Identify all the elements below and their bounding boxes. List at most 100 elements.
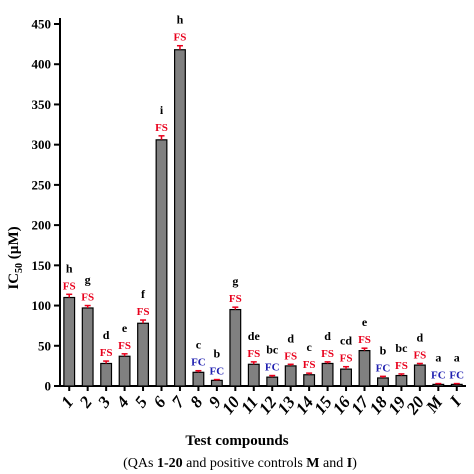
- bar-10: [229, 308, 242, 387]
- bar-I: [450, 383, 463, 387]
- bar-6: [155, 139, 168, 387]
- subtitle-and: and: [320, 456, 347, 471]
- letter-8: c: [196, 338, 202, 352]
- bar-9: [210, 379, 223, 387]
- subtitle-middle: and positive controls: [183, 456, 307, 471]
- annotation-M: FC: [431, 370, 446, 382]
- annotation-I: FC: [449, 370, 464, 382]
- x-tick-label-I: I: [445, 392, 466, 411]
- subtitle-open: (QAs: [123, 456, 157, 471]
- y-axis-title-unit: (µM): [6, 226, 22, 263]
- y-axis-title-sub: 50: [14, 263, 25, 273]
- annotation-17: FS: [358, 334, 371, 346]
- letter-7: h: [177, 13, 184, 27]
- annotation-16: FS: [340, 353, 353, 365]
- y-tick-label-8: 400: [32, 57, 52, 72]
- letter-1: h: [66, 261, 73, 275]
- bar-3: [100, 362, 113, 387]
- bar-5: [137, 322, 149, 387]
- bar-12: [266, 376, 279, 387]
- annotation-5: FS: [137, 306, 150, 318]
- letter-4: e: [122, 321, 128, 335]
- x-tick-label-2: 2: [75, 392, 96, 412]
- letter-5: f: [141, 287, 146, 301]
- x-tick-label-5: 5: [131, 392, 152, 411]
- letter-18: b: [380, 343, 387, 357]
- x-tick-label-7: 7: [168, 392, 189, 412]
- annotation-14: FS: [303, 359, 316, 371]
- x-tick-label-3: 3: [93, 392, 114, 412]
- letter-6: i: [160, 103, 164, 117]
- y-tick-label-5: 250: [32, 177, 52, 192]
- letter-14: c: [306, 340, 312, 354]
- annotation-19: FS: [395, 360, 408, 372]
- letter-16: cd: [340, 334, 352, 348]
- bar-20: [413, 364, 426, 387]
- y-tick-label-3: 150: [32, 258, 52, 273]
- bar-1: [63, 296, 76, 387]
- annotation-9: FC: [210, 366, 225, 378]
- annotation-13: FS: [284, 350, 297, 362]
- y-axis-title-main: IC: [6, 273, 22, 290]
- letter-I: a: [454, 351, 460, 365]
- bar-4: [118, 355, 131, 387]
- bar-2: [81, 307, 94, 387]
- x-tick-label-1: 1: [57, 393, 77, 411]
- letter-9: b: [214, 347, 221, 361]
- y-tick-label-9: 450: [32, 17, 52, 32]
- bar-19: [395, 374, 408, 387]
- bar-8: [192, 371, 205, 387]
- y-tick-label-7: 350: [32, 97, 52, 112]
- letter-19: bc: [395, 341, 408, 355]
- annotation-15: FS: [321, 348, 334, 360]
- y-tick-label-6: 300: [32, 137, 52, 152]
- y-tick-label-1: 50: [38, 338, 51, 353]
- subtitle-range: 1-20: [157, 456, 183, 471]
- bar-7: [174, 49, 186, 387]
- annotation-4: FS: [118, 340, 131, 352]
- chart-subtitle: (QAs 1-20 and positive controls M and I): [123, 456, 357, 471]
- annotation-1: FS: [63, 280, 76, 292]
- x-tick-label-8: 8: [186, 392, 207, 411]
- bar-14: [303, 374, 316, 387]
- y-tick-label-0: 0: [45, 379, 52, 394]
- letter-13: d: [287, 331, 294, 345]
- bar-13: [284, 365, 297, 387]
- letter-10: g: [232, 274, 238, 288]
- y-axis-title: IC50 (µM): [6, 226, 25, 289]
- letter-20: d: [417, 330, 424, 344]
- letter-17: e: [362, 315, 368, 329]
- bar-17: [358, 350, 371, 387]
- annotation-6: FS: [155, 122, 168, 134]
- annotation-18: FC: [376, 362, 391, 374]
- bar-18: [377, 377, 389, 387]
- annotation-8: FC: [191, 357, 206, 369]
- letter-11: de: [248, 329, 261, 343]
- svg-text:IC50 (µM): IC50 (µM): [6, 226, 25, 289]
- bar-15: [321, 362, 334, 387]
- y-tick-label-4: 200: [32, 218, 52, 233]
- subtitle-m: M: [306, 456, 319, 471]
- bar-11: [247, 363, 260, 387]
- x-axis-title: Test compounds: [185, 433, 288, 449]
- letter-12: bc: [266, 343, 279, 357]
- letter-3: d: [103, 328, 110, 342]
- letter-2: g: [85, 273, 91, 287]
- subtitle-close: ): [352, 456, 357, 471]
- letter-15: d: [324, 329, 331, 343]
- annotation-20: FS: [413, 349, 426, 361]
- letter-M: a: [435, 351, 441, 365]
- x-tick-label-4: 4: [112, 393, 133, 412]
- x-tick-label-M: M: [422, 392, 447, 417]
- annotation-7: FS: [174, 32, 187, 44]
- bar-M: [432, 383, 445, 387]
- annotation-3: FS: [100, 347, 113, 359]
- y-tick-label-2: 100: [32, 298, 52, 313]
- x-tick-label-6: 6: [149, 392, 170, 411]
- annotation-12: FC: [265, 362, 280, 374]
- annotation-2: FS: [81, 292, 94, 304]
- plot-area: 0 50 100 150 200 250 300 350 400 450 FS h 1 FS g 2 FS d 3 F…: [32, 13, 466, 419]
- subtitle-i: I: [347, 456, 352, 471]
- bar-16: [340, 368, 352, 387]
